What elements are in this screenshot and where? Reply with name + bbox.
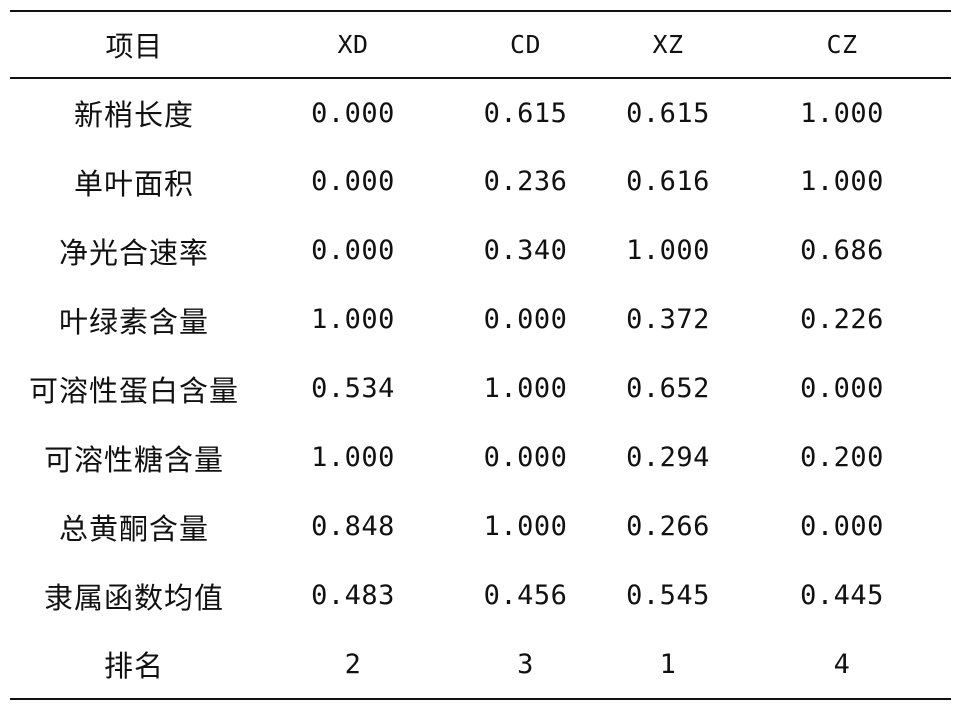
table-row: 隶属函数均值 0.483 0.456 0.545 0.445 bbox=[10, 561, 951, 630]
cell-value: 1.000 bbox=[483, 373, 568, 404]
row-label: 隶属函数均值 bbox=[43, 580, 224, 615]
cell-value: 1.000 bbox=[626, 235, 710, 266]
header-xd: XD bbox=[337, 30, 369, 59]
row-label: 总黄酮含量 bbox=[58, 511, 209, 546]
cell-value: 4 bbox=[833, 648, 851, 680]
cell-value: 0.226 bbox=[800, 304, 884, 335]
cell-value: 1.000 bbox=[800, 97, 884, 129]
cell-value: 0.266 bbox=[626, 511, 710, 542]
cell-value: 0.534 bbox=[311, 373, 395, 404]
row-label: 可溶性蛋白含量 bbox=[28, 373, 239, 408]
cell-value: 1.000 bbox=[800, 166, 884, 197]
table-row: 单叶面积 0.000 0.236 0.616 1.000 bbox=[10, 147, 951, 216]
cell-value: 0.652 bbox=[626, 373, 710, 404]
row-label: 排名 bbox=[103, 649, 164, 683]
cell-value: 0.200 bbox=[800, 442, 884, 473]
cell-value: 0.000 bbox=[311, 235, 395, 266]
cell-value: 0.000 bbox=[483, 442, 568, 473]
header-cz: CZ bbox=[826, 30, 858, 59]
cell-value: 0.686 bbox=[800, 235, 884, 266]
table-row: 总黄酮含量 0.848 1.000 0.266 0.000 bbox=[10, 492, 951, 561]
cell-value: 0.372 bbox=[626, 304, 710, 335]
cell-value: 1.000 bbox=[311, 442, 395, 473]
cell-value: 0.483 bbox=[311, 580, 395, 611]
header-xz: XZ bbox=[652, 30, 684, 59]
row-label: 可溶性糖含量 bbox=[43, 442, 224, 477]
cell-value: 0.445 bbox=[800, 580, 884, 611]
cell-value: 1.000 bbox=[311, 304, 395, 335]
cell-value: 0.615 bbox=[483, 97, 568, 129]
cell-value: 0.615 bbox=[626, 97, 710, 129]
table-body: 新梢长度 0.000 0.615 0.615 1.000 单叶面积 0.000 … bbox=[10, 78, 951, 699]
row-label: 叶绿素含量 bbox=[58, 304, 209, 339]
cell-value: 1.000 bbox=[483, 511, 568, 542]
table-row: 新梢长度 0.000 0.615 0.615 1.000 bbox=[10, 78, 951, 147]
cell-value: 0.616 bbox=[626, 166, 710, 197]
table-row: 叶绿素含量 1.000 0.000 0.372 0.226 bbox=[10, 285, 951, 354]
cell-value: 0.000 bbox=[483, 304, 568, 335]
header-cd: CD bbox=[509, 30, 542, 59]
cell-value: 1 bbox=[659, 648, 677, 680]
table-row: 排名 2 3 1 4 bbox=[10, 630, 951, 699]
row-label: 净光合速率 bbox=[58, 235, 209, 270]
cell-value: 2 bbox=[344, 648, 362, 680]
cell-value: 0.294 bbox=[626, 442, 710, 473]
cell-value: 0.000 bbox=[800, 511, 884, 542]
header-row: 项目 XD CD XZ CZ bbox=[10, 11, 951, 78]
cell-value: 0.848 bbox=[311, 511, 395, 542]
cell-value: 0.456 bbox=[483, 580, 568, 611]
cell-value: 0.000 bbox=[311, 97, 395, 129]
row-label: 新梢长度 bbox=[73, 98, 194, 132]
table-row: 可溶性蛋白含量 0.534 1.000 0.652 0.000 bbox=[10, 354, 951, 423]
header-item: 项目 bbox=[105, 29, 163, 63]
cell-value: 0.236 bbox=[483, 166, 568, 197]
table-header: 项目 XD CD XZ CZ bbox=[10, 11, 951, 78]
cell-value: 0.545 bbox=[626, 580, 710, 611]
cell-value: 0.000 bbox=[800, 373, 884, 404]
membership-function-table: 项目 XD CD XZ CZ 新梢长度 0.000 0.615 0.615 1.… bbox=[10, 10, 951, 700]
row-label: 单叶面积 bbox=[73, 166, 194, 201]
table-row: 可溶性糖含量 1.000 0.000 0.294 0.200 bbox=[10, 423, 951, 492]
cell-value: 0.000 bbox=[311, 166, 395, 197]
cell-value: 0.340 bbox=[483, 235, 568, 266]
table-row: 净光合速率 0.000 0.340 1.000 0.686 bbox=[10, 216, 951, 285]
cell-value: 3 bbox=[517, 648, 534, 680]
